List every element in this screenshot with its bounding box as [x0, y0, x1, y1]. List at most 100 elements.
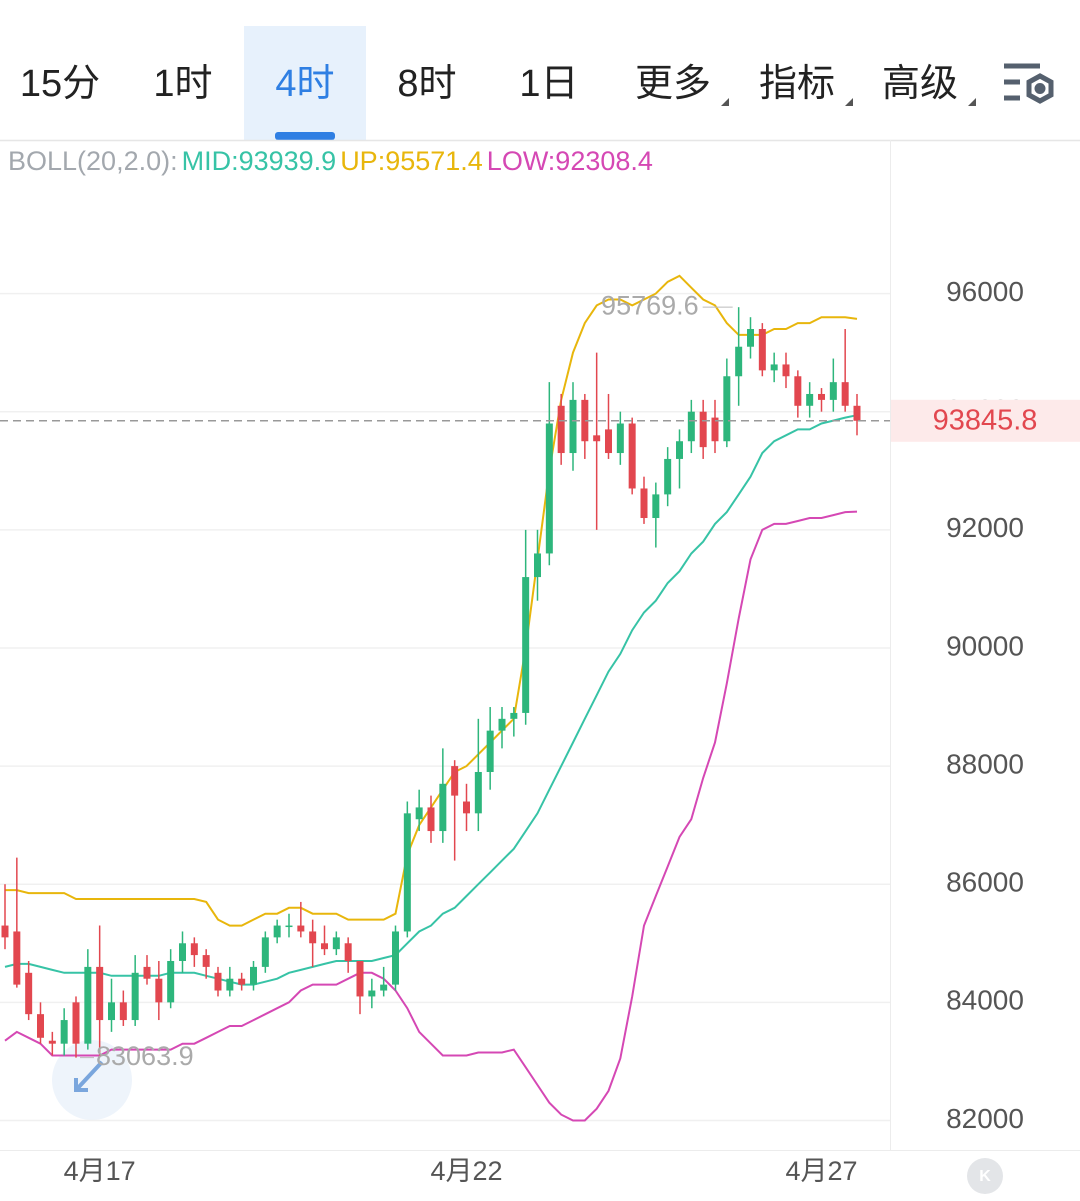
candle-body [226, 978, 234, 991]
candle-body [664, 458, 672, 495]
candle-body [853, 405, 861, 421]
tab-label: 1时 [153, 63, 212, 105]
candle-body [545, 423, 553, 554]
tab-label: 更多 [635, 63, 711, 105]
candle-body [451, 766, 459, 796]
candle-body [640, 488, 648, 519]
candle-body [321, 943, 328, 950]
candle-body [652, 494, 660, 519]
candle-body [60, 1020, 68, 1044]
candle-body [285, 925, 293, 928]
svg-text:K: K [979, 1168, 991, 1185]
candle-body [48, 1040, 56, 1044]
menu-caret [721, 98, 729, 106]
candle-body [392, 931, 399, 985]
candle-body [415, 807, 423, 820]
candle-body [711, 417, 719, 442]
indicator-label: BOLL(20,2.0): [8, 146, 178, 176]
candle-body [131, 972, 139, 1021]
y-tick-label: 88000 [946, 748, 1024, 779]
tab-label: 1日 [519, 63, 578, 105]
candle-body [593, 435, 601, 442]
y-tick-label: 90000 [946, 630, 1024, 661]
y-tick-label: 86000 [946, 867, 1024, 898]
candle-body [344, 943, 352, 961]
candle-body [687, 411, 695, 442]
active-tab-bg [244, 26, 366, 140]
x-tick-label: 4月27 [785, 1156, 857, 1186]
candle-body [463, 801, 470, 814]
candle-body [427, 807, 435, 832]
tab[interactable]: 4时 [275, 63, 334, 105]
candle-body [758, 329, 766, 371]
candle-body [628, 423, 636, 489]
candle-body [309, 931, 317, 944]
tab-label: 4时 [275, 63, 334, 105]
candle-body [273, 925, 281, 938]
candle-body [522, 577, 530, 713]
candle-body [498, 718, 506, 731]
indicator-legend: BOLL(20,2.0): MID:93939.9 UP:95571.4 LOW:92… [8, 146, 653, 176]
candle-body [676, 441, 683, 459]
candle-body [250, 966, 257, 985]
tab[interactable]: 1时 [153, 63, 212, 105]
candle-body [557, 405, 565, 454]
legend-entry: LOW:92308.4 [487, 146, 653, 176]
candle-body [510, 712, 518, 719]
candle-body [37, 1014, 44, 1038]
tab-label: 15分 [20, 63, 100, 105]
tab-label: 8时 [397, 63, 456, 105]
x-tick-label: 4月17 [64, 1156, 136, 1186]
high-annotation: 95769.6 [601, 290, 699, 320]
candle-body [403, 813, 411, 932]
last-price-label: 93845.8 [933, 404, 1038, 436]
boll-line [4, 510, 858, 1122]
tab[interactable]: 8时 [397, 63, 456, 105]
x-tick-label: 4月22 [430, 1156, 502, 1186]
candle-body [770, 364, 778, 371]
candle-body [167, 960, 175, 1003]
tab[interactable]: 1日 [519, 63, 578, 105]
candle-body [261, 937, 269, 967]
tab-label: 高级 [882, 63, 958, 105]
candle-body [238, 978, 246, 985]
tab[interactable]: 更多 [635, 63, 729, 106]
collapse-button[interactable] [52, 1040, 132, 1120]
candle-body [356, 960, 364, 997]
candle-body [699, 411, 707, 448]
tab[interactable]: 15分 [20, 63, 100, 105]
legend-entry: UP:95571.4 [340, 146, 483, 176]
candle-body [794, 376, 802, 406]
candle-body [735, 346, 743, 377]
y-tick-label: 96000 [946, 276, 1024, 307]
k-button[interactable]: K [967, 1158, 1003, 1194]
candle-body [581, 399, 589, 442]
settings-icon[interactable] [1004, 63, 1054, 104]
candle-body [474, 771, 482, 814]
candle-body [190, 943, 198, 956]
candle-body [818, 393, 825, 400]
menu-caret [845, 98, 853, 106]
candle-body [841, 382, 849, 406]
menu-caret [968, 98, 976, 106]
y-tick-label: 84000 [946, 985, 1024, 1016]
candle-body [1, 925, 9, 938]
candle-body [332, 937, 340, 950]
candle-body [155, 978, 163, 1003]
candle-body [143, 966, 151, 979]
candle-body [179, 943, 186, 961]
candle-body [84, 966, 92, 1044]
candle-body [534, 553, 541, 578]
candle-body [829, 382, 837, 400]
candle-body [605, 429, 612, 454]
candle-body [723, 376, 731, 442]
candle-body [806, 393, 814, 406]
tab[interactable]: 指标 [759, 63, 853, 106]
candle-body [368, 990, 376, 997]
candle-body [202, 955, 210, 967]
plot-area [0, 274, 890, 1122]
candle-body [119, 1002, 127, 1021]
tab[interactable]: 高级 [882, 63, 976, 106]
last-price-box [891, 399, 1080, 442]
